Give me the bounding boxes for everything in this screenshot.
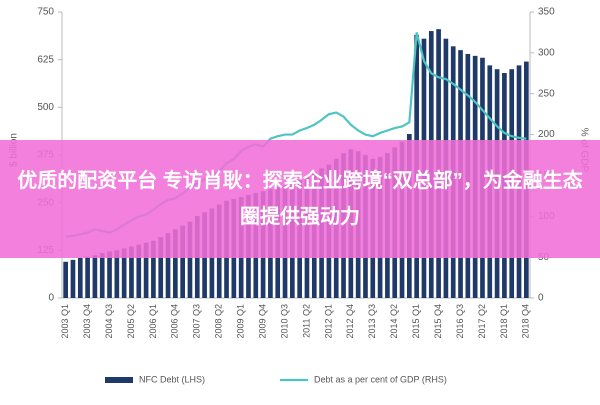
x-tick-label: 2012 Q1 (323, 304, 333, 339)
y2-tick-label: 300 (538, 47, 555, 58)
bar (85, 256, 90, 298)
x-tick-label: 2015 Q1 (411, 304, 421, 339)
bar (77, 257, 83, 298)
x-tick-label: 2003 Q1 (60, 304, 70, 339)
bar (99, 253, 105, 298)
x-tick-label: 2011 Q2 (301, 304, 311, 338)
x-tick-label: 2012 Q4 (345, 304, 355, 339)
y2-tick-label: 200 (538, 129, 555, 140)
y2-tick-label: 250 (538, 88, 555, 99)
y2-tick-label: 0 (538, 293, 544, 304)
banner-text: 优质的配资平台 专访肖耿：探索企业跨境“双总部”，为金融生态圈提供强动力 (17, 170, 583, 228)
bar (129, 246, 134, 298)
legend-label: NFC Debt (LHS) (139, 374, 205, 384)
x-tick-label: 2003 Q4 (82, 304, 92, 339)
bar (165, 233, 171, 298)
y-tick-label: 750 (37, 7, 54, 18)
banner: 优质的配资平台 专访肖耿：探索企业跨境“双总部”，为金融生态圈提供强动力 (0, 140, 600, 258)
legend-swatch (105, 377, 133, 383)
x-tick-label: 2009 Q1 (236, 304, 246, 339)
x-tick-label: 2004 Q3 (104, 304, 114, 339)
bar (173, 229, 178, 298)
legend-label: Debt as a per cent of GDP (RHS) (314, 374, 447, 384)
x-tick-label: 2010 Q3 (279, 304, 289, 339)
y-tick-label: 0 (48, 293, 54, 304)
bar (70, 259, 76, 298)
bar (63, 261, 68, 298)
x-tick-label: 2016 Q3 (455, 304, 465, 339)
bar (121, 248, 127, 298)
bar (180, 225, 185, 298)
y-tick-label: 500 (37, 102, 54, 113)
y2-tick-label: 350 (538, 7, 555, 18)
x-tick-label: 2015 Q4 (433, 304, 443, 339)
bar (92, 255, 98, 298)
x-tick-label: 2017 Q2 (477, 304, 487, 339)
bar (158, 236, 164, 298)
x-tick-label: 2008 Q2 (214, 304, 224, 339)
bar (136, 244, 142, 298)
x-tick-label: 2013 Q3 (367, 304, 377, 339)
x-tick-label: 2006 Q1 (148, 304, 158, 339)
x-tick-label: 2018 Q4 (521, 304, 531, 339)
bar (151, 240, 156, 298)
x-tick-label: 2009 Q4 (257, 304, 267, 339)
bar (107, 251, 112, 298)
y-tick-label: 625 (37, 54, 54, 65)
x-tick-label: 2006 Q4 (170, 304, 180, 339)
x-tick-label: 2005 Q2 (126, 304, 136, 339)
bar (187, 221, 193, 298)
bar (114, 250, 120, 298)
x-tick-label: 2018 Q1 (499, 304, 509, 339)
bar (143, 242, 149, 298)
x-tick-label: 2014 Q2 (389, 304, 399, 339)
x-tick-label: 2007 Q3 (192, 304, 202, 339)
